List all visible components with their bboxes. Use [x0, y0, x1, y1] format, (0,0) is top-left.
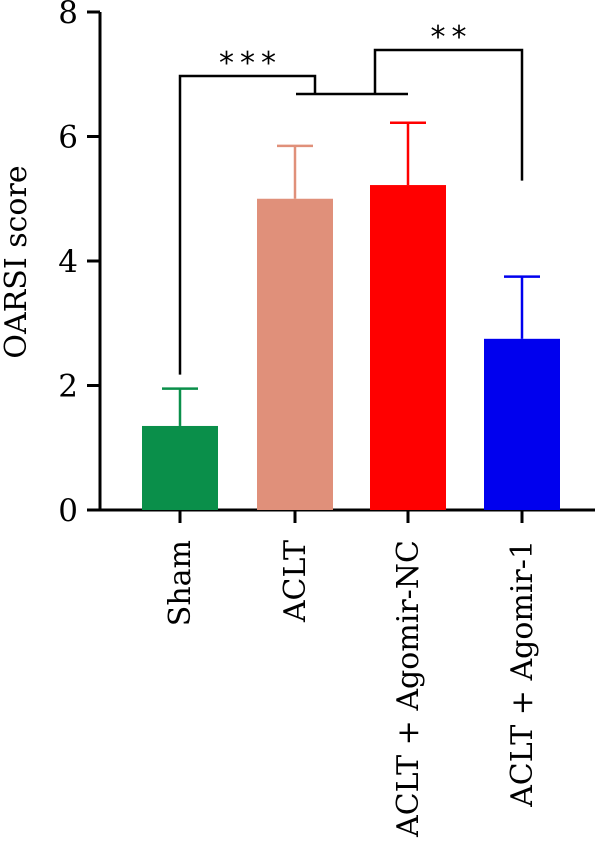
bar	[484, 338, 560, 510]
bar	[370, 185, 446, 510]
chart-bars	[142, 121, 560, 510]
significance-annotations: *****	[178, 20, 524, 375]
x-tick-label: Sham	[163, 540, 198, 626]
significance-label: **	[431, 20, 473, 55]
x-tick-label: ACLT + Agomir-1	[505, 540, 540, 808]
x-tick-label: ACLT + Agomir-NC	[391, 540, 426, 838]
bar	[142, 425, 218, 510]
significance-bracket	[178, 74, 317, 375]
bar	[257, 198, 333, 510]
x-tick-label: ACLT	[278, 540, 313, 623]
y-tick-label: 8	[58, 0, 78, 31]
y-tick-label: 2	[58, 369, 78, 405]
y-tick-label: 4	[58, 244, 78, 280]
significance-bracket	[373, 48, 524, 181]
chart-axes: 0 2 4 6 8 Sham ACLT ACLT + Agomir-NC ACLT + Agom…	[58, 0, 595, 838]
y-tick-label: 0	[58, 493, 78, 529]
y-axis-label: OARSI score	[0, 165, 34, 358]
significance-label: ***	[219, 46, 282, 81]
y-tick-label: 6	[58, 120, 78, 156]
